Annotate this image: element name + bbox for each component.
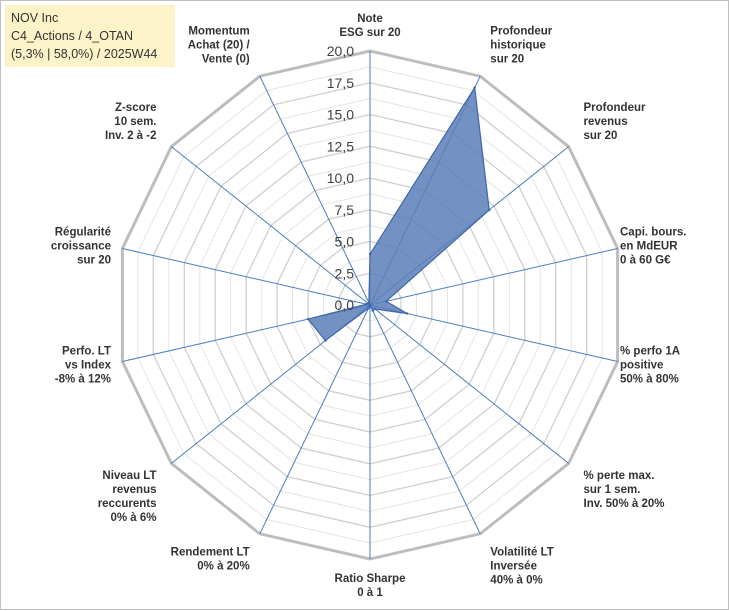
axis-label-line: Capi. bours. <box>620 226 686 238</box>
info-box: NOV Inc C4_Actions / 4_OTAN (5,3% | 58,0… <box>5 5 175 67</box>
info-stats: (5,3% | 58,0%) / 2025W44 <box>11 47 158 61</box>
axis-label-line: 0% à 20% <box>197 561 249 573</box>
axis-label-line: revenus <box>112 484 156 496</box>
axis-label-line: sur 20 <box>584 130 618 142</box>
series-point <box>367 307 370 310</box>
axis-label-line: % perte max. <box>584 470 655 482</box>
series-point <box>368 253 372 256</box>
axis-label-line: reccurents <box>98 498 157 510</box>
axis-label-line: Volatilité LT <box>490 547 553 559</box>
axis-label-line: Ratio Sharpe <box>335 573 406 585</box>
axis-label-line: sur 1 sem. <box>584 484 641 496</box>
axis-label-line: 0% à 6% <box>110 512 156 524</box>
axis-label: Profondeur revenus sur 20 <box>584 102 646 142</box>
axis-label-line: Note <box>357 13 383 25</box>
tick-label: 12,5 <box>327 138 354 154</box>
axis-spoke <box>369 304 618 362</box>
axis-label-line: en MdEUR <box>620 240 678 252</box>
axis-label-line: sur 20 <box>77 254 111 266</box>
series-point <box>384 300 388 303</box>
axis-label-line: 50% à 80% <box>620 374 679 386</box>
series-point <box>373 307 377 311</box>
series-point <box>306 317 310 321</box>
axis-label: Perfo. LT vs Index -8% à 12% <box>55 346 112 386</box>
axis-label: Niveau LT revenus reccurents 0% à 6% <box>98 470 157 524</box>
radar-tick-labels: 0,0 2,5 5,0 7,5 10,0 12,5 15,0 17,5 20,0 <box>327 43 354 313</box>
axis-label-line: Achat (20) / <box>188 40 251 52</box>
axis-label-line: historique <box>490 40 546 52</box>
axis-label-line: Niveau LT <box>102 470 156 482</box>
axis-label-line: Rendement LT <box>171 547 250 559</box>
series-point <box>371 309 374 312</box>
axis-label: % perfo 1A positive 50% à 80% <box>620 346 680 386</box>
tick-label: 5,0 <box>335 234 355 250</box>
axis-label: % perte max. sur 1 sem. Inv. 50% à 20% <box>584 470 665 510</box>
axis-label-line: % perfo 1A <box>620 346 680 358</box>
axis-label-line: 10 sem. <box>114 116 156 128</box>
tick-label: 20,0 <box>327 43 354 59</box>
axis-label-line: revenus <box>584 116 628 128</box>
series-point <box>324 339 327 342</box>
axis-label: Ratio Sharpe 0 à 1 <box>335 573 406 599</box>
axis-label-line: 40% à 0% <box>490 575 542 587</box>
axis-label-line: Inv. 2 à -2 <box>105 130 157 142</box>
axis-label-line: Perfo. LT <box>62 346 111 358</box>
axis-label-line: vs Index <box>65 360 112 372</box>
series-point <box>368 303 372 307</box>
axis-spoke <box>369 304 569 464</box>
axis-label-line: Momentum <box>188 26 249 38</box>
axis-label-line: Z-score <box>115 102 157 114</box>
axis-spoke <box>259 304 371 535</box>
axis-spoke <box>122 248 371 306</box>
axis-label-line: ESG sur 20 <box>339 27 400 39</box>
axis-label: Capi. bours. en MdEUR 0 à 60 G€ <box>620 226 686 266</box>
tick-label: 0,0 <box>335 297 355 313</box>
tick-label: 17,5 <box>327 75 354 91</box>
series-point <box>367 301 371 304</box>
axis-label: Volatilité LT Inversée 40% à 0% <box>490 547 553 587</box>
axis-label: Rendement LT 0% à 20% <box>171 547 250 573</box>
axis-spoke <box>369 304 481 535</box>
axis-spoke <box>171 146 371 306</box>
axis-label-line: 0 à 1 <box>357 587 383 599</box>
tick-label: 2,5 <box>335 265 355 281</box>
axis-label-line: positive <box>620 360 663 372</box>
axis-label-line: Inv. 50% à 20% <box>584 498 665 510</box>
series-point <box>473 86 476 89</box>
tick-label: 7,5 <box>335 202 355 218</box>
axis-label: Profondeur historique sur 20 <box>490 26 552 66</box>
series-point <box>405 312 409 315</box>
tick-label: 15,0 <box>327 107 354 123</box>
axis-label-line: croissance <box>51 240 111 252</box>
tick-label: 10,0 <box>327 170 354 186</box>
axis-label-line: Inversée <box>490 561 537 573</box>
radar-axis-labels: Note ESG sur 20 Profondeur historique sur 20… <box>51 13 687 599</box>
axis-label: Momentum Achat (20) / Vente (0) <box>188 26 251 66</box>
axis-label-line: -8% à 12% <box>55 374 111 386</box>
axis-label: Régularité croissance sur 20 <box>51 226 111 266</box>
series-point <box>488 208 491 212</box>
axis-label: Note ESG sur 20 <box>339 13 400 39</box>
axis-label: Z-score 10 sem. Inv. 2 à -2 <box>105 102 157 142</box>
axis-label-line: sur 20 <box>490 54 524 66</box>
axis-label-line: Profondeur <box>490 26 552 38</box>
axis-spoke <box>259 75 371 306</box>
axis-label-line: Régularité <box>55 226 111 238</box>
info-category: C4_Actions / 4_OTAN <box>11 29 134 43</box>
axis-label-line: 0 à 60 G€ <box>620 254 671 266</box>
info-company: NOV Inc <box>11 11 59 25</box>
axis-label-line: Profondeur <box>584 102 646 114</box>
radar-series <box>306 85 491 342</box>
axis-label-line: Vente (0) <box>202 54 250 66</box>
axis-spoke <box>369 248 618 306</box>
